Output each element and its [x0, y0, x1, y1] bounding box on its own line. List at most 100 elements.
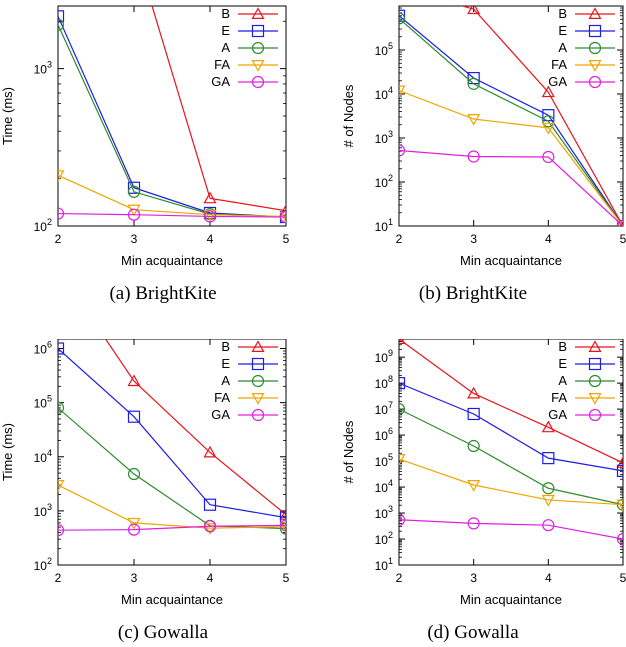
data-point-a	[58, 18, 65, 31]
data-point-ga	[616, 532, 623, 546]
y-tick-label: 103	[375, 504, 393, 521]
caption-c: (c) Gowalla	[117, 622, 209, 643]
data-point-ga	[127, 523, 141, 536]
series-line-a	[399, 18, 623, 226]
data-point-a	[127, 185, 141, 198]
data-point-b	[203, 445, 217, 458]
data-point-fa	[203, 209, 217, 222]
data-point-a	[58, 401, 65, 414]
legend-label-b: B	[221, 6, 230, 21]
legend-label-a: A	[221, 373, 230, 388]
data-point-ga	[279, 519, 286, 532]
series-line-e	[399, 15, 623, 226]
legend-label-e: E	[221, 356, 230, 371]
data-point-ga	[399, 144, 406, 157]
series-line-ga	[58, 212, 286, 218]
x-tick-label: 5	[283, 571, 290, 585]
y-tick-label: 102	[375, 530, 393, 547]
series-line-e	[58, 16, 286, 218]
x-tick-label: 4	[545, 232, 552, 246]
data-point-b	[279, 204, 286, 216]
data-point-ga	[467, 517, 480, 530]
series-line-e	[58, 348, 286, 519]
legend-label-a: A	[221, 40, 230, 55]
legend-label-fa: FA	[551, 390, 567, 405]
data-point-a	[542, 482, 555, 495]
x-tick-label: 3	[131, 232, 138, 246]
data-point-fa	[58, 170, 65, 183]
series-line-fa	[58, 484, 286, 529]
y-axis-label: Time (ms)	[0, 87, 15, 145]
legend-label-b: B	[558, 339, 567, 354]
legend-marker-a	[588, 41, 602, 55]
legend-marker-b	[588, 340, 602, 352]
data-point-e	[279, 511, 286, 524]
chart-panel-c: 2 3 4 5 102 103 104 105 106 Min acquaintance Time …	[0, 338, 310, 619]
legend-marker-a	[588, 374, 602, 388]
y-axis-label: # of Nodes	[341, 84, 356, 147]
y-axis-label: # of Nodes	[341, 420, 356, 483]
y-tick-label: 102	[375, 173, 393, 190]
legend-marker-fa	[588, 392, 602, 405]
caption-a: (a) BrightKite	[109, 283, 217, 304]
data-point-a	[399, 12, 406, 25]
y-tick-label: 102	[34, 217, 52, 234]
series-line-e	[399, 382, 623, 472]
legend-label-a: A	[558, 373, 567, 388]
legend-label-ga: GA	[211, 407, 230, 422]
x-axis-label: Min acquaintance	[460, 592, 562, 607]
legend-label-a: A	[558, 40, 567, 55]
data-point-fa	[541, 122, 555, 135]
legend-marker-a	[251, 374, 265, 388]
x-tick-label: 4	[207, 571, 214, 585]
chart-svg-b: 2 3 4 5 101 102 103 104 105 Min acquaintance # of …	[341, 5, 626, 268]
legend-marker-b	[588, 7, 602, 19]
legend-marker-ga	[251, 75, 265, 89]
data-point-a	[127, 467, 141, 481]
series-line-ga	[399, 519, 623, 540]
x-tick-label: 5	[620, 571, 626, 585]
legend-label-fa: FA	[214, 57, 230, 72]
data-point-a	[467, 439, 480, 453]
data-point-fa	[399, 454, 406, 466]
y-tick-label: 103	[34, 60, 52, 77]
x-tick-label: 4	[545, 571, 552, 585]
legend-label-b: B	[221, 339, 230, 354]
data-point-ga	[467, 150, 480, 163]
data-point-b	[616, 456, 623, 468]
chart-svg-d: 2 3 4 5 101 102 103 104 105 106 107 108 109 Min acqua…	[341, 338, 626, 607]
series-line-b	[399, 339, 623, 464]
x-tick-label: 4	[207, 232, 214, 246]
x-tick-label: 3	[470, 232, 477, 246]
y-tick-label: 101	[375, 217, 393, 234]
caption-b: (b) BrightKite	[418, 283, 528, 304]
x-tick-label: 5	[283, 232, 290, 246]
legend-marker-b	[251, 340, 265, 352]
y-tick-label: 103	[34, 502, 52, 519]
chart-svg-c: 2 3 4 5 102 103 104 105 106 Min acquaintance Time …	[0, 338, 290, 607]
chart-panel-a: 2 3 4 5 102 103 Min acquaintance Time (ms) B E A FA…	[0, 0, 310, 280]
y-tick-label: 105	[34, 394, 52, 411]
series-line-b	[460, 6, 623, 226]
x-axis-label: Min acquaintance	[121, 592, 223, 607]
data-point-e	[127, 410, 141, 423]
series-line-b	[151, 6, 286, 212]
data-point-a	[399, 403, 406, 416]
series-line-ga	[399, 149, 623, 226]
data-point-ga	[542, 150, 555, 164]
legend-label-e: E	[221, 23, 230, 38]
x-tick-label: 3	[131, 571, 138, 585]
data-point-e	[399, 9, 406, 22]
legend-label-ga: GA	[548, 74, 567, 89]
series-line-fa	[58, 174, 286, 218]
y-tick-label: 106	[34, 340, 52, 357]
y-tick-label: 106	[375, 426, 393, 443]
data-point-ga	[203, 520, 217, 533]
data-point-a	[542, 115, 555, 128]
x-axis-label: Min acquaintance	[460, 253, 562, 268]
y-tick-label: 107	[375, 400, 393, 417]
data-point-fa	[467, 114, 481, 126]
data-point-e	[127, 181, 141, 194]
data-point-fa	[127, 517, 141, 530]
series-line-b	[104, 339, 286, 516]
